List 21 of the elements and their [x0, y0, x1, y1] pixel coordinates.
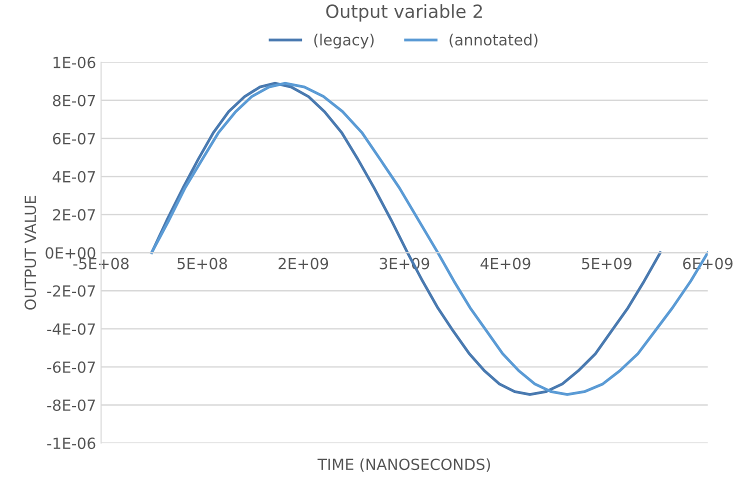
x-tick-label: -5E+08	[73, 258, 129, 270]
y-tick-label: 8E-07	[52, 94, 95, 106]
y-axis-title: OUTPUT VALUE	[24, 196, 36, 310]
y-tick-label: 1E-06	[54, 56, 96, 68]
y-tick-label: 0E+00	[46, 247, 96, 259]
x-tick-label: 5E+08	[178, 258, 227, 270]
legend-label: (legacy)	[314, 34, 374, 49]
y-tick-label: -8E-07	[47, 399, 95, 412]
y-tick-label: 2E-07	[53, 209, 95, 221]
x-axis-title: TIME (NANOSECONDS)	[318, 458, 490, 472]
y-tick-label: -1E-06	[47, 438, 96, 450]
x-tick-label: 4E+09	[480, 258, 530, 270]
y-tick-label: 4E-07	[52, 170, 95, 183]
x-tick-label: 2E+09	[278, 258, 328, 270]
y-tick-label: -6E-07	[47, 361, 95, 373]
y-tick-label: -2E-07	[47, 285, 95, 297]
chart-title: Output variable 2	[326, 4, 482, 22]
y-tick-label: -4E-07	[47, 323, 95, 335]
legend-label: (annotated)	[450, 34, 538, 48]
y-tick-label: 6E-07	[52, 132, 95, 144]
x-tick-label: 5E+09	[582, 258, 632, 270]
